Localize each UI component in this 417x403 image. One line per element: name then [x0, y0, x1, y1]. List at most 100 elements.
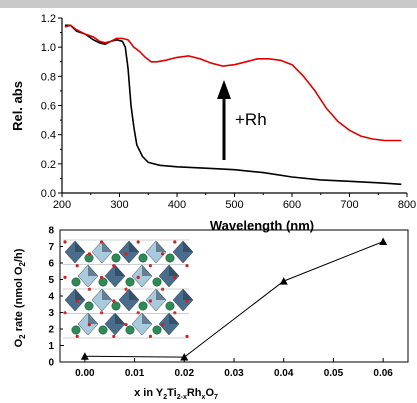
inset-polyhedron-shade [129, 289, 139, 300]
o2-rate-y-tick-label: 1 [48, 341, 54, 352]
inset-polyhedron-shade [102, 289, 112, 300]
o2-rate-series [80, 237, 388, 361]
inset-red-atom [100, 240, 104, 244]
inset-red-atom [148, 299, 152, 303]
o2-rate-y-tick-label: 4 [48, 292, 54, 303]
inset-red-atom [148, 334, 152, 338]
uv-vis-y-axis-label: Rel. abs [10, 81, 25, 131]
inset-green-atom [84, 301, 94, 311]
inset-red-atom [185, 264, 189, 268]
uv-vis-x-axis-label: Wavelength (nm) [210, 218, 314, 233]
o2-rate-y-tick-label: 3 [48, 308, 54, 319]
o2-rate-y-tick-label: 6 [48, 259, 54, 270]
o2-rate-x-tick-label: 0.01 [125, 368, 145, 379]
uv-vis-series [64, 24, 402, 186]
o2-rate-x-axis-label: x in Y2Ti2-xRhxO7 [134, 387, 218, 401]
o2-rate-y-tick-label: 0 [48, 358, 54, 369]
inset-polyhedron-shade [75, 241, 85, 252]
o2-rate-data-point [180, 353, 189, 361]
inset-polyhedron-shade [169, 313, 179, 324]
inset-red-atom [63, 240, 67, 244]
uv-vis-x-tick-label: 500 [225, 199, 243, 211]
inset-polyhedron-shade [102, 241, 112, 252]
uv-vis-y-tick-label: 1.0 [41, 42, 56, 54]
inset-red-atom [87, 252, 91, 256]
inset-polyhedron-shade [129, 241, 139, 252]
inset-green-atom [98, 325, 108, 335]
inset-red-atom [124, 323, 128, 327]
inset-polyhedron-shade [169, 265, 179, 276]
inset-polyhedron-shade [88, 313, 98, 324]
o2-rate-series-line [84, 241, 384, 358]
inset-red-atom [161, 252, 165, 256]
inset-green-atom [165, 253, 175, 263]
inset-green-atom [165, 301, 175, 311]
uv-vis-x-tick-label: 200 [53, 199, 71, 211]
uv-vis-y-tick-label: 0.0 [41, 188, 56, 200]
inset-polyhedron-shade [115, 265, 125, 276]
uv-vis-series-undoped-line [64, 24, 402, 186]
inset-green-atom [152, 325, 162, 335]
inset-red-atom [100, 275, 104, 279]
inset-polyhedron-shade [183, 289, 193, 300]
uv-vis-x-tick-label: 600 [283, 199, 301, 211]
inset-red-atom [87, 323, 91, 327]
o2-rate-x-tick-label: 0.00 [75, 368, 95, 379]
inset-red-atom [173, 240, 177, 244]
inset-polyhedron-shade [156, 241, 166, 252]
o2-rate-x-tick-label: 0.04 [274, 368, 294, 379]
inset-polyhedron-shade [183, 241, 193, 252]
inset-green-atom [111, 253, 121, 263]
inset-red-atom [112, 264, 116, 268]
uv-vis-axes [61, 18, 407, 194]
inset-red-atom [185, 299, 189, 303]
uv-vis-x-tick-label: 700 [340, 199, 358, 211]
window-top-bar [0, 0, 417, 8]
uv-vis-y-tick-label: 0.8 [41, 71, 56, 83]
inset-green-atom [138, 253, 148, 263]
uv-vis-x-tick-label: 800 [398, 199, 416, 211]
inset-polyhedron-shade [142, 265, 152, 276]
inset-red-atom [75, 299, 79, 303]
inset-green-atom [98, 277, 108, 287]
inset-red-atom [112, 334, 116, 338]
inset-red-atom [161, 323, 165, 327]
inset-polyhedron-shade [142, 313, 152, 324]
inset-red-atom [63, 311, 67, 315]
o2-rate-ticks: 0.00 0.01 0.02 0.03 0.04 0.05 0.06 0 1 2 3 4 5 6 7 8 [48, 226, 393, 380]
o2-rate-chart: 0.00 0.01 0.02 0.03 0.04 0.05 0.06 0 1 2 3 4 5 6 7 8 O2… [13, 226, 409, 401]
uv-vis-x-tick-label: 400 [168, 199, 186, 211]
o2-rate-y-tick-label: 5 [48, 275, 54, 286]
inset-green-atom [138, 301, 148, 311]
inset-red-atom [63, 275, 67, 279]
inset-polyhedron-shade [115, 313, 125, 324]
rh-arrow [217, 80, 231, 160]
inset-red-atom [100, 311, 104, 315]
inset-red-atom [161, 287, 165, 291]
crystal-structure-icon [63, 239, 194, 339]
o2-rate-y-axis-label: O2 rate (nmol O2/h) [13, 248, 27, 347]
inset-red-atom [173, 311, 177, 315]
o2-rate-x-tick-label: 0.05 [324, 368, 344, 379]
inset-red-atom [173, 275, 177, 279]
inset-green-atom [152, 277, 162, 287]
inset-red-atom [87, 287, 91, 291]
inset-polyhedron-shade [75, 289, 85, 300]
o2-rate-data-point [80, 352, 89, 360]
inset-red-atom [148, 264, 152, 268]
o2-rate-data-point [379, 237, 388, 246]
o2-rate-data-point [279, 277, 288, 285]
inset-green-atom [71, 325, 81, 335]
uv-vis-ticks: 200 300 400 500 600 700 800 0.0 0.2 0.4 0.6 0.8 1.0 1… [41, 13, 416, 211]
rh-annotation: +Rh [235, 110, 267, 129]
inset-green-atom [125, 325, 135, 335]
inset-red-atom [75, 264, 79, 268]
o2-rate-x-tick-label: 0.06 [373, 368, 393, 379]
uv-vis-y-tick-label: 0.4 [41, 130, 56, 142]
inset-red-atom [124, 252, 128, 256]
uv-vis-x-tick-label: 300 [110, 199, 128, 211]
uv-vis-y-tick-label: 0.2 [41, 159, 56, 171]
inset-red-atom [124, 287, 128, 291]
inset-red-atom [112, 299, 116, 303]
